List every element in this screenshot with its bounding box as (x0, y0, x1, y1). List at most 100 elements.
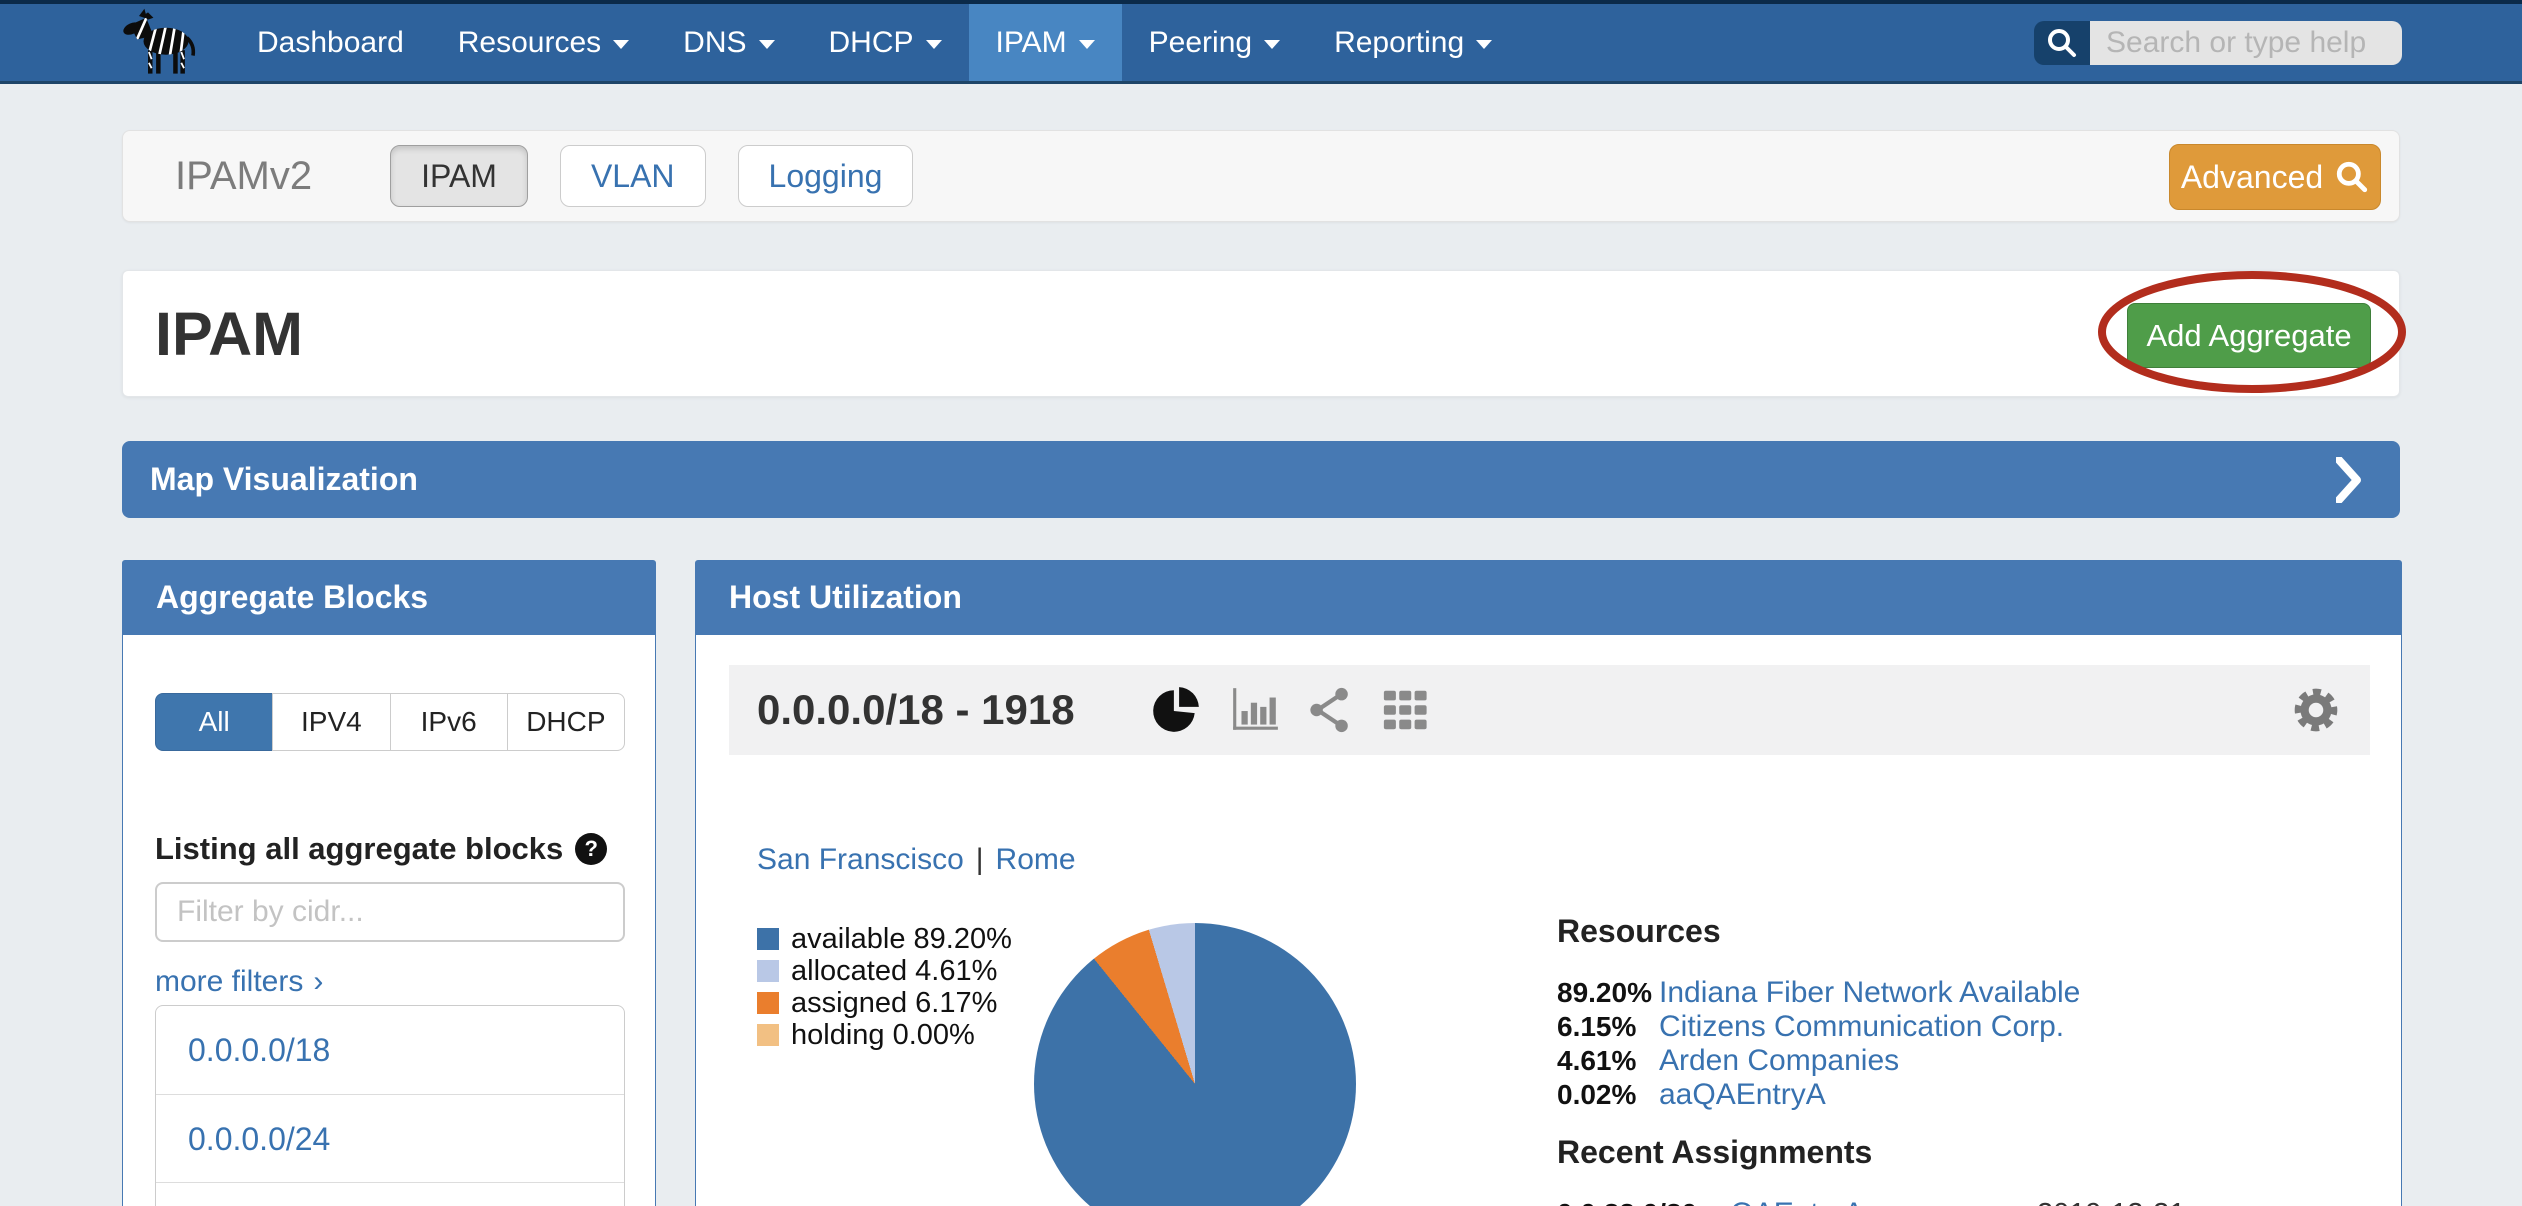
nav-item-label: IPAM (995, 25, 1067, 59)
chevron-down-icon (1078, 40, 1095, 49)
page-title: IPAM (155, 299, 303, 368)
legend-row-assigned: assigned 6.17% (757, 987, 1012, 1019)
legend-swatch (757, 1024, 779, 1046)
assignment-link[interactable]: aaQAEntryA (1697, 1197, 2037, 1206)
block-toolbar: 0.0.0.0/18 - 1918 (729, 665, 2370, 755)
legend-swatch (757, 928, 779, 950)
resource-row: 0.02% aaQAEntryA (1557, 1078, 2357, 1112)
search-icon[interactable] (2034, 20, 2090, 65)
view-toggle-icons (1151, 684, 1429, 736)
listing-label-row: Listing all aggregate blocks (155, 831, 608, 867)
host-utilization-body: 0.0.0.0/18 - 1918 (695, 635, 2402, 1206)
resources-heading: Resources (1557, 913, 1721, 949)
filter-tab-ipv6[interactable]: IPv6 (389, 693, 508, 751)
chevron-down-icon (758, 40, 775, 49)
legend-row-available: available 89.20% (757, 923, 1012, 955)
nav-item-resources[interactable]: Resources (431, 4, 656, 81)
legend-row-holding: holding 0.00% (757, 1019, 1012, 1051)
resource-link[interactable]: Indiana Fiber Network Available (1659, 976, 2081, 1009)
host-utilization-header: Host Utilization (695, 560, 2402, 635)
aggregate-blocks-title: Aggregate Blocks (156, 579, 429, 615)
ipamv2-tabs: IPAM VLAN Logging (390, 145, 914, 207)
pie-legend: available 89.20% allocated 4.61% assigned … (757, 923, 1012, 1051)
filter-tab-dhcp[interactable]: DHCP (506, 693, 625, 751)
host-utilization-title: Host Utilization (729, 579, 962, 615)
gear-icon[interactable] (2290, 684, 2342, 736)
location-link-2[interactable]: Rome (995, 843, 1076, 876)
map-visualization-label: Map Visualization (150, 461, 418, 497)
tab-logging[interactable]: Logging (737, 145, 914, 207)
nav-item-dashboard[interactable]: Dashboard (230, 4, 431, 81)
assignments-rows: 0.0.32.0/30aaQAEntryA2019-12-310.0.8.0/2… (1557, 1197, 2357, 1206)
location-separator: | (975, 843, 984, 876)
aggregate-blocks-header: Aggregate Blocks (122, 560, 656, 635)
aggregate-block-link[interactable]: 0.0.0.0/24 (156, 1094, 624, 1182)
resource-row: 6.15% Citizens Communication Corp. (1557, 1010, 2357, 1044)
bar-chart-icon[interactable] (1229, 684, 1281, 736)
pie-chart-icon[interactable] (1151, 684, 1203, 736)
nav-item-label: Peering (1148, 25, 1253, 59)
chevron-down-icon (925, 40, 942, 49)
share-icon[interactable] (1307, 686, 1355, 734)
utilization-pie-chart (1034, 923, 1356, 1206)
utilization-info-column: Resources 89.20% Indiana Fiber Network Av… (1557, 913, 2357, 1206)
resource-percent: 4.61% (1557, 1045, 1637, 1076)
more-filters-link[interactable]: more filters › (155, 965, 323, 999)
assignment-date: 2019-12-31 (2037, 1198, 2185, 1206)
filter-tab-ipv4[interactable]: IPV4 (272, 693, 391, 751)
aggregate-block-link[interactable]: 1.1.0.0/20 (156, 1182, 624, 1206)
recent-assignments-heading: Recent Assignments (1557, 1134, 1873, 1170)
nav-item-label: Resources (457, 25, 602, 59)
legend-swatch (757, 960, 779, 982)
resources-rows: 89.20% Indiana Fiber Network Available 6.1… (1557, 976, 2357, 1112)
listing-label: Listing all aggregate blocks (155, 831, 564, 866)
navbar-search (2034, 20, 2402, 65)
zebra-logo[interactable] (116, 6, 216, 80)
filter-tab-all[interactable]: All (155, 693, 274, 751)
aggregate-block-link[interactable]: 0.0.0.0/18 (188, 1032, 331, 1068)
chevron-right-icon: › (313, 965, 324, 998)
map-visualization-bar[interactable]: Map Visualization (122, 441, 2400, 518)
aggregate-blocks-body: All IPV4 IPv6 DHCP Listing all aggregate bl… (122, 635, 656, 1206)
advanced-search-button[interactable]: Advanced (2169, 144, 2381, 210)
main-nav: Dashboard Resources DNS DHCP IPAM Peering Repo… (230, 4, 1519, 81)
ipamv2-title: IPAMv2 (175, 153, 313, 198)
aggregate-block-list: 0.0.0.0/18 0.0.0.0/241.1.0.0/20 (155, 1005, 625, 1206)
nav-item-label: DHCP (828, 25, 914, 59)
magnifier-glyph (2048, 28, 2076, 57)
resource-row: 4.61% Arden Companies (1557, 1044, 2357, 1078)
resource-percent: 89.20% (1557, 977, 1652, 1008)
magnifier-glyph (2337, 161, 2368, 193)
nav-item-dns[interactable]: DNS (656, 4, 801, 81)
nav-item-reporting[interactable]: Reporting (1307, 4, 1519, 81)
chevron-down-icon (613, 40, 630, 49)
nav-item-dhcp[interactable]: DHCP (802, 4, 969, 81)
chevron-down-icon (1476, 40, 1493, 49)
legend-swatch (757, 992, 779, 1014)
block-type-filter-tabs: All IPV4 IPv6 DHCP (155, 693, 625, 751)
resource-link[interactable]: Arden Companies (1659, 1044, 1900, 1077)
grid-view-icon[interactable] (1381, 686, 1429, 734)
top-navbar: Dashboard Resources DNS DHCP IPAM Peering Repo… (0, 0, 2522, 84)
resource-link[interactable]: aaQAEntryA (1659, 1078, 1826, 1111)
add-aggregate-button[interactable]: Add Aggregate (2127, 303, 2371, 368)
resource-link[interactable]: Citizens Communication Corp. (1659, 1010, 2065, 1043)
tab-ipam[interactable]: IPAM (390, 145, 528, 207)
nav-item-label: DNS (683, 25, 747, 59)
cidr-filter-input[interactable] (155, 882, 625, 942)
legend-row-allocated: allocated 4.61% (757, 955, 1012, 987)
help-icon[interactable] (575, 833, 608, 865)
search-input[interactable] (2090, 20, 2402, 65)
ipam-header-card: IPAM Add Aggregate (122, 270, 2406, 397)
location-link-1[interactable]: San Franscisco (757, 843, 964, 876)
advanced-label: Advanced (2180, 158, 2324, 195)
nav-item-ipam[interactable]: IPAM (968, 4, 1122, 81)
chevron-down-icon (1264, 40, 1281, 49)
nav-item-peering[interactable]: Peering (1122, 4, 1307, 81)
legend-label: allocated 4.61% (791, 954, 998, 987)
block-cidr-title: 0.0.0.0/18 - 1918 (757, 686, 1075, 733)
tab-vlan[interactable]: VLAN (559, 145, 706, 207)
legend-label: holding 0.00% (791, 1018, 975, 1051)
resource-percent: 0.02% (1557, 1079, 1637, 1110)
